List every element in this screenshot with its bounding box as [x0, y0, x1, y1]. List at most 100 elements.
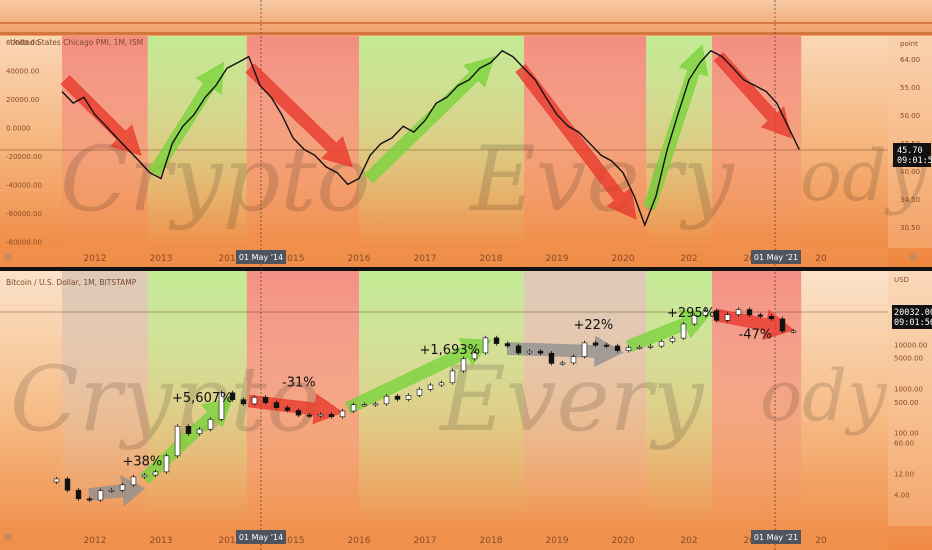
candle-2019-06[interactable]: [581, 340, 588, 359]
candle-2019-08[interactable]: [592, 340, 599, 348]
candle-2014-08[interactable]: [262, 395, 269, 405]
candle-2013-10[interactable]: [207, 417, 214, 432]
candle-2018-12[interactable]: [548, 351, 555, 366]
candle-2014-02[interactable]: [229, 390, 236, 402]
x-tick-2013: 2013: [150, 536, 173, 546]
candle-2012-08[interactable]: [130, 474, 137, 487]
candle-2021-02[interactable]: [691, 313, 698, 326]
candle-2021-12[interactable]: [746, 307, 753, 317]
candle-2017-12[interactable]: [482, 335, 489, 355]
candle-2022-02[interactable]: [757, 312, 764, 319]
pane1-right-tick: 55.00: [900, 84, 920, 92]
candle-2021-04[interactable]: [702, 308, 709, 318]
candle-2011-06[interactable]: [53, 476, 60, 485]
candle-2017-04[interactable]: [438, 380, 445, 388]
pane2-y-tick: 12.00: [894, 470, 914, 478]
candle-2014-06[interactable]: [251, 395, 258, 406]
pane-divider[interactable]: [0, 267, 932, 271]
svg-text:Every: Every: [438, 347, 705, 452]
candle-2020-12[interactable]: [680, 321, 687, 341]
candle-2016-10[interactable]: [405, 393, 412, 402]
pane1-right-tick: 40.00: [900, 168, 920, 176]
candle-2022-06[interactable]: [779, 316, 786, 334]
candle-2015-04[interactable]: [306, 412, 313, 418]
candle-2017-06[interactable]: [449, 368, 456, 385]
candle-2013-02[interactable]: [163, 453, 170, 474]
candle-2015-06[interactable]: [317, 412, 324, 418]
pane2-y-tick: 500.00: [894, 399, 919, 407]
x-tick-2019: 2019: [546, 536, 569, 546]
candle-2019-12[interactable]: [614, 343, 621, 353]
candle-2016-08[interactable]: [394, 394, 401, 402]
pmi-series-line[interactable]: [61, 49, 800, 227]
pane2-y-tick: 60.00: [894, 440, 914, 448]
candle-2011-10[interactable]: [75, 488, 82, 501]
candle-2011-12[interactable]: [86, 496, 93, 503]
candle-2020-04[interactable]: [636, 345, 643, 350]
candle-2021-10[interactable]: [735, 307, 742, 317]
candle-2017-10[interactable]: [471, 350, 478, 361]
x-tick-2023: 20: [815, 536, 827, 546]
candle-2020-08[interactable]: [658, 339, 665, 349]
x-tick-2019: 2019: [546, 254, 569, 264]
candle-2015-10[interactable]: [339, 408, 346, 419]
pane1-settings-icon[interactable]: [909, 253, 917, 261]
candle-2021-06[interactable]: [713, 308, 720, 323]
svg-text:09:01:56: 09:01:56: [897, 156, 932, 166]
x-tick-2014: 201: [218, 254, 235, 264]
btc-candles[interactable]: [53, 307, 797, 503]
candle-2012-10[interactable]: [141, 472, 148, 479]
candle-2017-02[interactable]: [427, 382, 434, 392]
candle-2016-02[interactable]: [361, 402, 368, 407]
pane1-time-axis[interactable]: [0, 248, 888, 267]
candle-2015-02[interactable]: [295, 408, 302, 418]
candle-2019-04[interactable]: [570, 354, 577, 365]
pane2-time-axis[interactable]: [0, 526, 888, 550]
pane1-right-axis[interactable]: [888, 36, 932, 248]
pane1-right-tick: 64.00: [900, 56, 920, 64]
candle-2013-04[interactable]: [174, 424, 181, 458]
candle-2012-04[interactable]: [108, 488, 115, 493]
candle-2013-08[interactable]: [196, 427, 203, 436]
candle-2013-12[interactable]: [218, 390, 225, 422]
candle-2022-08[interactable]: [790, 328, 797, 334]
candle-2014-10[interactable]: [273, 400, 280, 410]
candle-2018-04[interactable]: [504, 341, 511, 348]
x-tick-2020: 2020: [612, 254, 635, 264]
candle-2018-08[interactable]: [526, 349, 533, 355]
svg-text:01 May '14: 01 May '14: [239, 253, 283, 262]
candle-2017-08[interactable]: [460, 356, 467, 373]
candle-2020-10[interactable]: [669, 335, 676, 344]
candle-2018-10[interactable]: [537, 349, 544, 356]
pane2-marker-tag-2021: 01 May '21: [751, 530, 801, 544]
candle-2021-08[interactable]: [724, 312, 731, 323]
candle-2016-12[interactable]: [416, 387, 423, 398]
candle-2014-04[interactable]: [240, 397, 247, 406]
candle-2012-06[interactable]: [119, 482, 126, 493]
candle-2011-08[interactable]: [64, 476, 71, 493]
candle-2012-12[interactable]: [152, 469, 159, 478]
pane2-scroll-left-icon[interactable]: [4, 533, 12, 541]
candle-2019-10[interactable]: [603, 342, 610, 348]
candle-2014-12[interactable]: [284, 405, 291, 413]
candle-2016-04[interactable]: [372, 401, 379, 407]
candle-2016-06[interactable]: [383, 394, 390, 406]
candle-2018-06[interactable]: [515, 343, 522, 355]
candle-2020-06[interactable]: [647, 343, 654, 350]
candle-2019-02[interactable]: [559, 360, 566, 366]
candle-2018-02[interactable]: [493, 335, 500, 346]
candle-2015-08[interactable]: [328, 412, 335, 419]
candle-2020-02[interactable]: [625, 345, 632, 353]
pane1-arrows: [60, 44, 792, 220]
x-tick-2023: 20: [815, 254, 827, 264]
candle-2013-06[interactable]: [185, 424, 192, 436]
x-tick-2015: 2015: [282, 536, 305, 546]
pane2-arrow-5: [625, 309, 712, 353]
pane2-y-tick: 100.00: [894, 430, 919, 438]
candle-2012-02[interactable]: [97, 488, 104, 503]
pane1-arrow-3: [364, 56, 495, 184]
pane1-scroll-left-icon[interactable]: [4, 253, 12, 261]
candle-2022-04[interactable]: [768, 314, 775, 321]
candle-2015-12[interactable]: [350, 402, 357, 414]
